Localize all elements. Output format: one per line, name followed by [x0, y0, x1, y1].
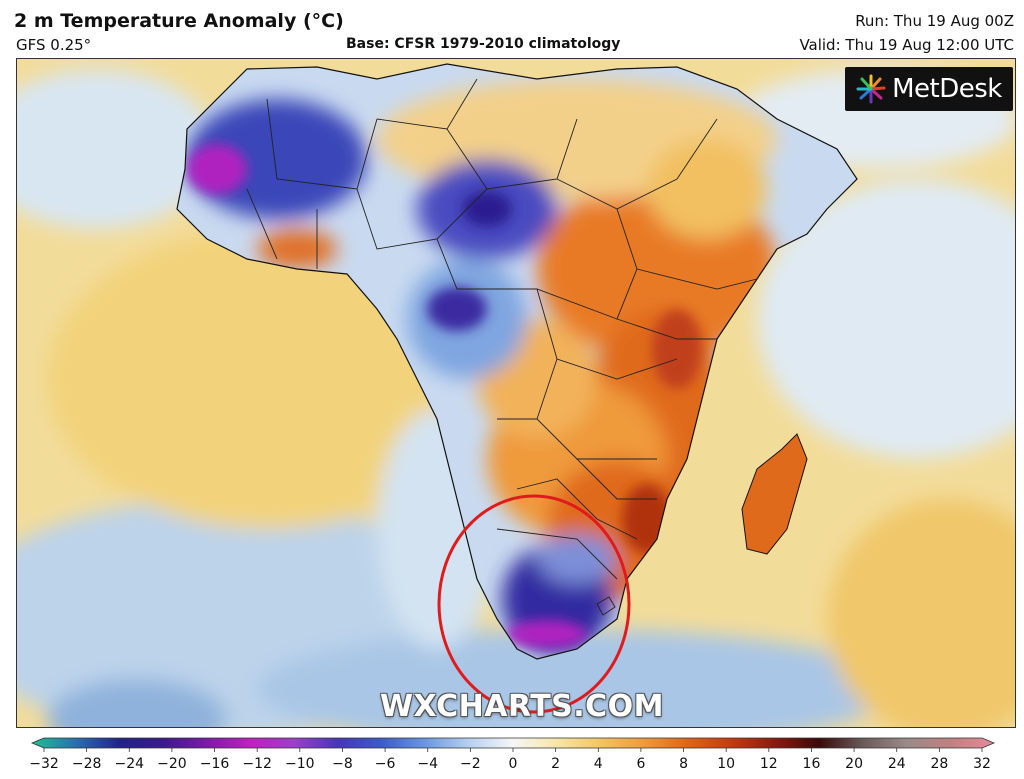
ocean-anomaly-patches	[17, 69, 1015, 727]
valid-label: Valid: Thu 19 Aug 12:00 UTC	[799, 36, 1014, 54]
base-label: Base: CFSR 1979-2010 climatology	[346, 36, 621, 52]
color-legend-bar	[30, 737, 996, 749]
color-legend-tick-label: −8	[332, 756, 353, 772]
color-legend-tick-label: −6	[375, 756, 396, 772]
highlight-circle	[437, 494, 631, 714]
color-legend-tick-label: 4	[594, 756, 603, 772]
chart-title: 2 m Temperature Anomaly (°C)	[14, 10, 344, 32]
color-legend-tick-label: 24	[888, 756, 906, 772]
color-legend-tick-label: 8	[679, 756, 688, 772]
color-legend-tick-label: −32	[30, 756, 59, 772]
color-legend-tick-label: 12	[760, 756, 778, 772]
color-legend-tick-label: 28	[930, 756, 948, 772]
color-legend-tick-label: −10	[285, 756, 315, 772]
color-legend-tick-label: −28	[72, 756, 102, 772]
color-legend-tick-label: 0	[509, 756, 518, 772]
coastline	[176, 63, 858, 660]
madagascar	[741, 433, 808, 555]
anomaly-map[interactable]: MetDesk WXCHARTS.COM	[16, 58, 1016, 728]
model-label: GFS 0.25°	[16, 36, 92, 54]
color-legend-tick-label: −24	[114, 756, 144, 772]
country-borders	[246, 78, 758, 580]
metdesk-logo: MetDesk	[845, 67, 1013, 111]
color-legend-tick-label: 10	[717, 756, 735, 772]
color-legend-tick-label: −2	[460, 756, 481, 772]
color-legend-tick-label: 6	[636, 756, 645, 772]
lesotho-border	[596, 596, 616, 616]
metdesk-logo-text: MetDesk	[892, 74, 1002, 104]
color-legend-tick-label: −20	[157, 756, 187, 772]
color-legend-tick-label: −4	[417, 756, 438, 772]
sunburst-icon	[856, 74, 886, 104]
wxcharts-watermark: WXCHARTS.COM	[379, 689, 665, 724]
color-legend-tick-label: −12	[242, 756, 272, 772]
color-legend-tick-label: 2	[551, 756, 560, 772]
color-legend-tick-label: 20	[845, 756, 863, 772]
color-legend: −32 −28 −24 −20 −16 −12 −10 −8 −6 −4 −2 0 2 4 6 8 10 12 16…	[30, 737, 996, 772]
color-legend-tick-label: −16	[200, 756, 230, 772]
color-legend-tick-label: 16	[803, 756, 821, 772]
run-label: Run: Thu 19 Aug 00Z	[855, 12, 1014, 30]
color-legend-tick-label: 32	[973, 756, 991, 772]
